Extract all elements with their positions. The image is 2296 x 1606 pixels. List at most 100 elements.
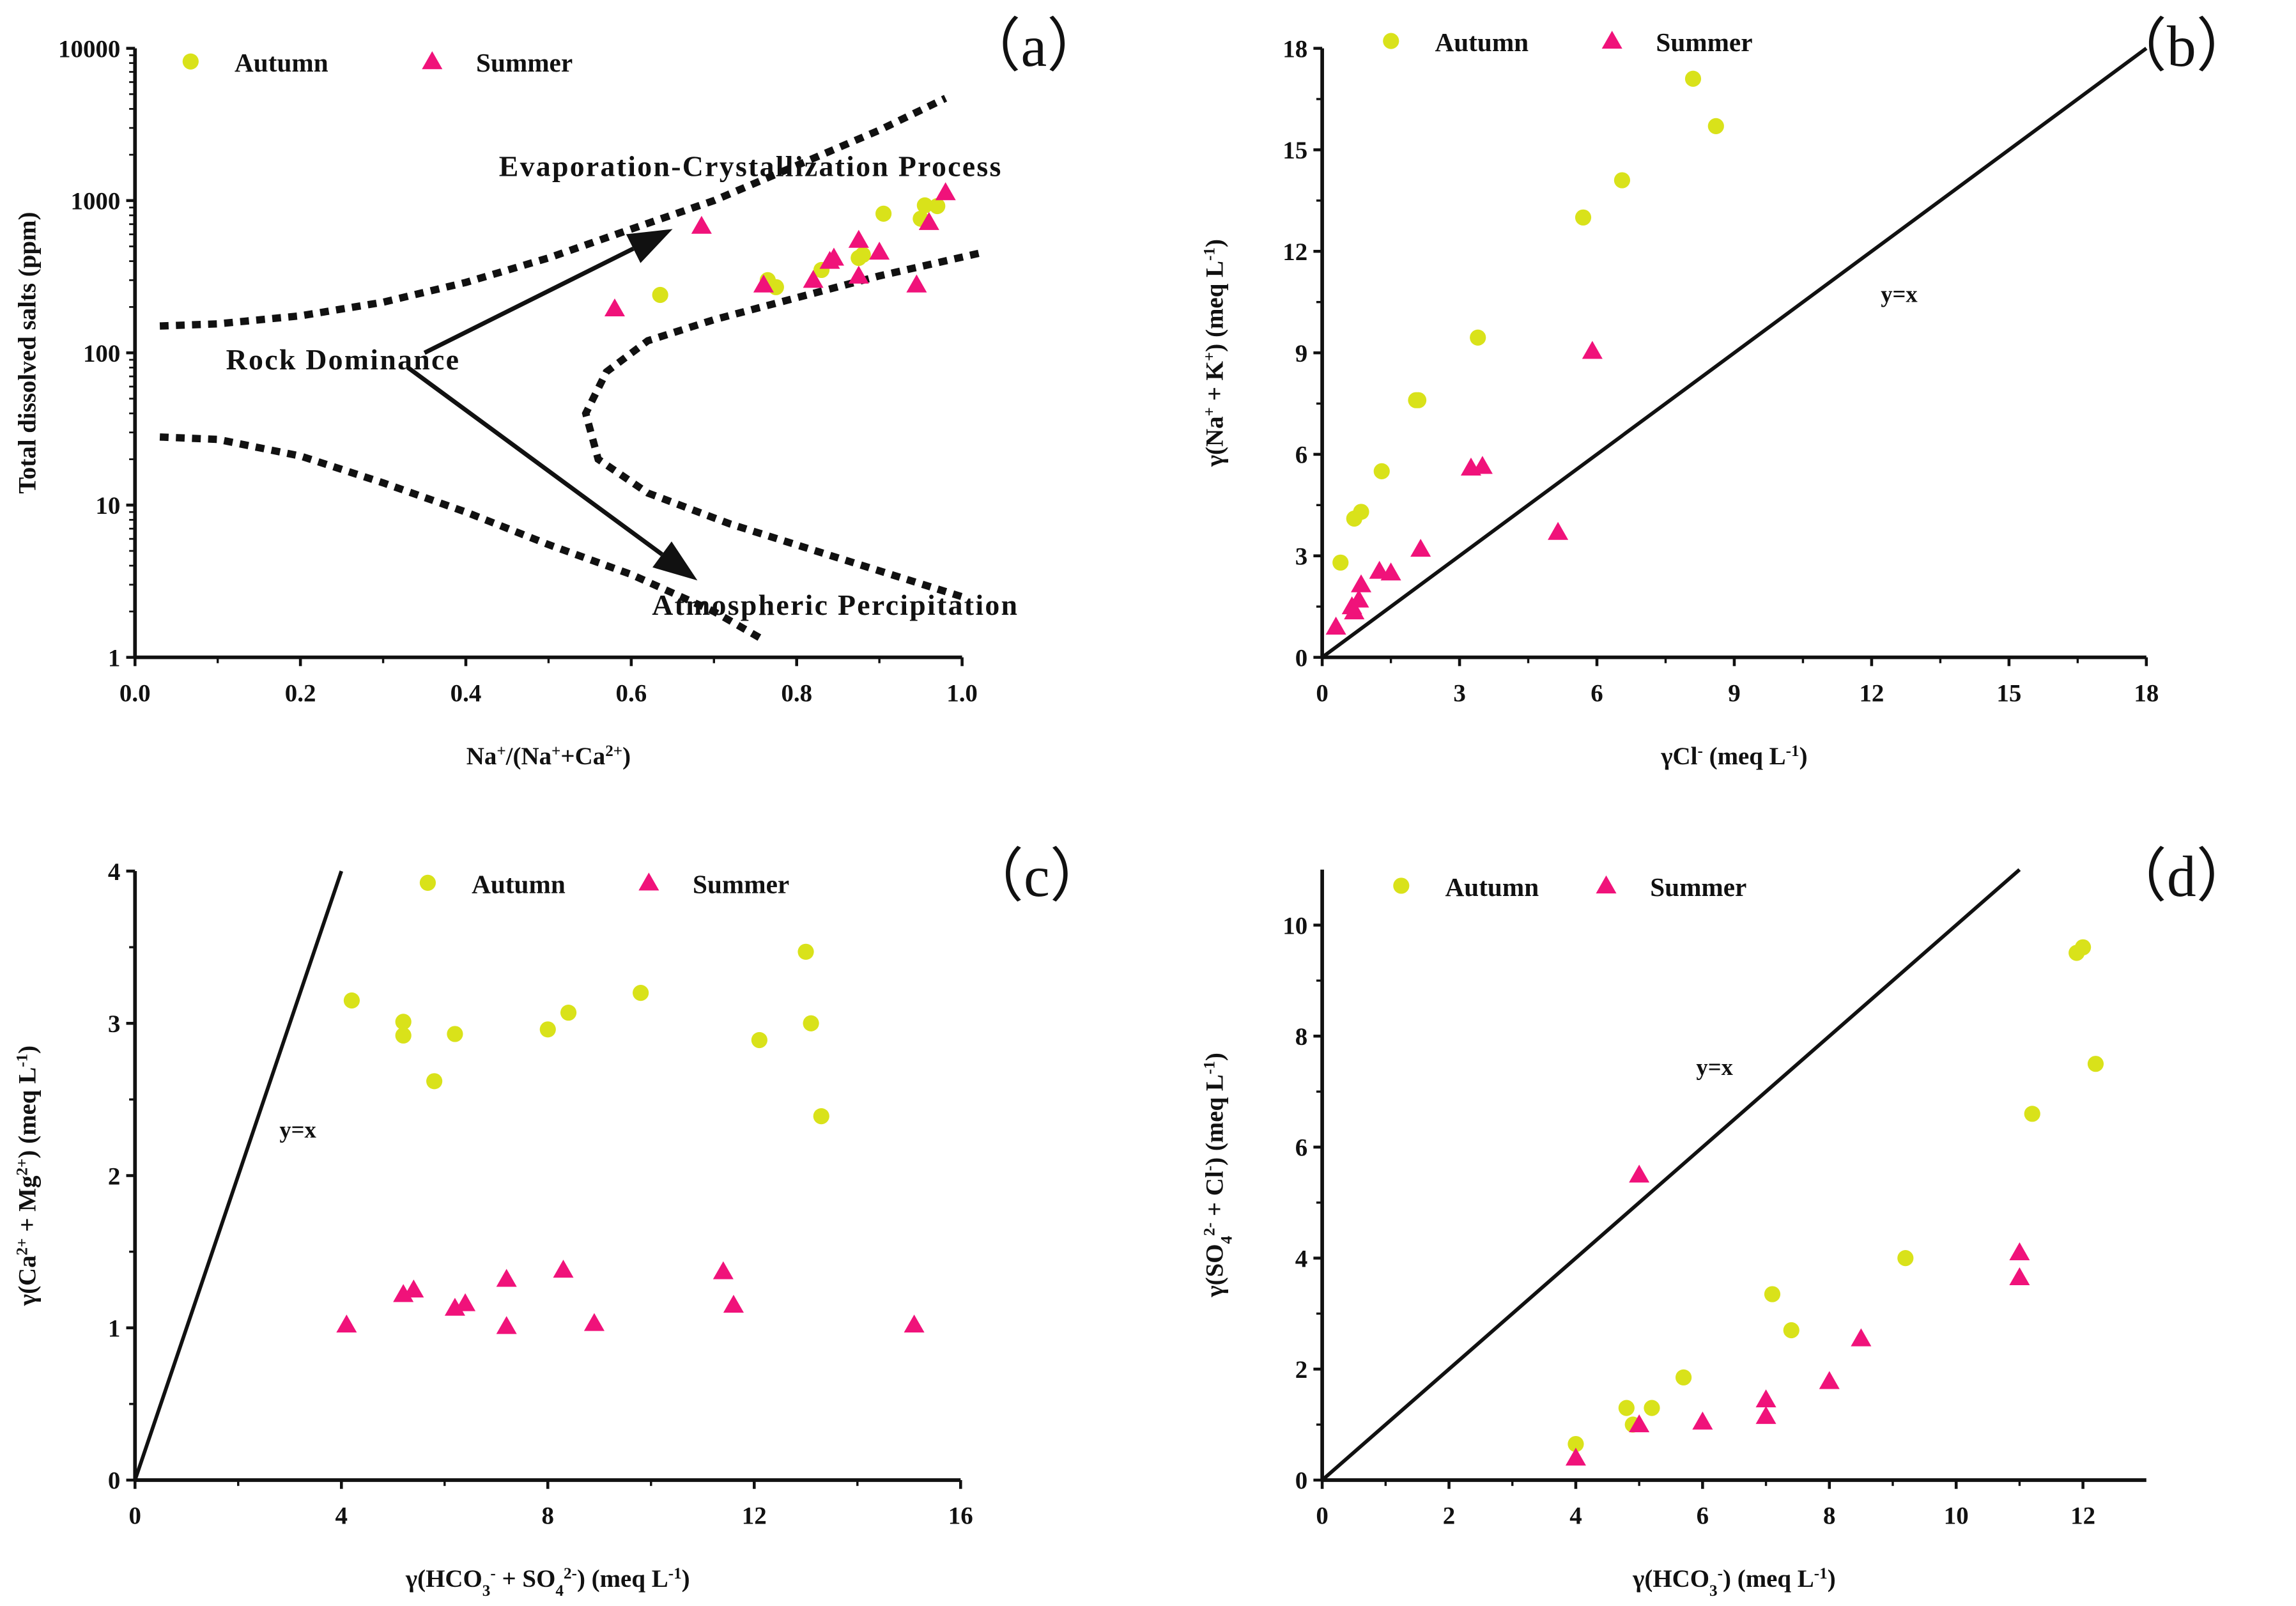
x-tick-label: 0.6 (616, 679, 647, 707)
series-summer (1325, 341, 1603, 635)
data-point-summer (2009, 1267, 2030, 1286)
data-point-autumn (1614, 172, 1631, 189)
x-tick-label: 12 (1859, 679, 1884, 707)
data-point-autumn (2024, 1106, 2040, 1122)
data-point-autumn (751, 1031, 767, 1049)
arrow-head-icon (652, 541, 698, 581)
data-point-summer (753, 274, 774, 293)
x-tick-label: 6 (1697, 1502, 1709, 1530)
series-summer (336, 1260, 925, 1334)
data-point-autumn (1470, 329, 1486, 346)
x-tick-label: 4 (1569, 1502, 1582, 1530)
data-point-summer (848, 265, 869, 284)
data-point-summer (1582, 341, 1603, 359)
data-point-summer (823, 247, 844, 266)
data-point-summer (583, 1313, 605, 1331)
y-tick-label: 10 (95, 492, 120, 520)
data-point-summer (1410, 539, 1431, 557)
x-tick-label: 8 (542, 1502, 554, 1530)
y-tick-label: 12 (1283, 238, 1307, 266)
y-tick-label: 10 (1283, 912, 1307, 939)
legend-label: Summer (1650, 872, 1746, 902)
reference-line-y-equals-x (133, 870, 343, 1481)
data-point-summer (1548, 521, 1569, 540)
data-point-summer (1472, 456, 1493, 474)
x-tick-label: 0.0 (119, 679, 151, 707)
data-point-autumn (1675, 1369, 1692, 1386)
x-axis-label: Na+/(Na++Ca2+) (466, 742, 631, 769)
y-tick-label: 4 (1295, 1245, 1307, 1272)
y-tick-label: 3 (108, 1010, 120, 1038)
x-tick-label: 16 (948, 1502, 973, 1530)
legend-marker-summer (1601, 31, 1622, 49)
data-point-summer (691, 215, 712, 234)
data-point-autumn (560, 1004, 577, 1021)
data-point-autumn (343, 992, 360, 1009)
data-point-summer (713, 1261, 734, 1279)
data-point-autumn (539, 1021, 556, 1038)
data-point-autumn (633, 985, 649, 1001)
y-tick-label: 1 (108, 644, 120, 672)
data-point-autumn (1897, 1250, 1914, 1267)
y-tick-label: 0 (108, 1467, 120, 1495)
panel-d-so4-cl-vs-hco3: 0 2 4 6 8 10 12 0 2 4 6 8 10 γ(HCO3-) (meq L-1) γ(SO42… (1201, 844, 2255, 1600)
y-axis-label: γ(SO42- + Cl-) (meq L-1) (1201, 1053, 1235, 1297)
data-point-summer (444, 1297, 465, 1316)
data-point-autumn (1568, 1435, 1584, 1453)
arrow-head-icon (626, 229, 673, 263)
data-point-summer (723, 1294, 744, 1313)
legend-marker-summer (422, 51, 443, 70)
legend-label: Summer (1656, 27, 1752, 57)
y-tick-label: 10000 (58, 35, 120, 63)
legend-marker-autumn (182, 53, 199, 70)
data-point-autumn (2087, 1056, 2104, 1072)
data-point-summer (1629, 1164, 1650, 1183)
series-summer (1565, 1164, 2030, 1466)
series-autumn (1332, 70, 1724, 571)
data-point-autumn (1373, 463, 1390, 479)
legend: Autumn Summer (1383, 27, 1753, 57)
data-point-autumn (1707, 118, 1724, 134)
data-point-summer (1565, 1448, 1586, 1466)
data-point-autumn (1783, 1322, 1799, 1339)
y-tick-label: 0 (1295, 1467, 1307, 1495)
reference-line-label: y=x (1696, 1054, 1733, 1080)
legend-marker-summer (1596, 875, 1617, 893)
reference-line-label: y=x (279, 1116, 316, 1143)
data-point-autumn (1353, 504, 1369, 520)
x-tick-label: 0 (1316, 679, 1328, 707)
data-point-summer (604, 298, 625, 317)
y-tick-label: 8 (1295, 1023, 1307, 1051)
legend-marker-autumn (1383, 33, 1399, 49)
gibbs-boundary-curve (159, 433, 766, 644)
data-point-summer (1380, 562, 1401, 581)
y-tick-label: 2 (1295, 1356, 1307, 1384)
panel-letter: （d） (2108, 844, 2254, 909)
x-tick-label: 2 (1443, 1502, 1455, 1530)
data-point-autumn (916, 197, 933, 213)
y-tick-label: 1 (108, 1315, 120, 1342)
x-tick-label: 12 (742, 1502, 767, 1530)
y-tick-label: 4 (108, 858, 120, 886)
data-point-autumn (652, 286, 668, 304)
legend-label: Autumn (1435, 27, 1529, 57)
x-tick-label: 0.4 (451, 679, 482, 707)
data-point-summer (848, 229, 869, 248)
data-point-summer (1348, 589, 1369, 608)
data-point-summer (393, 1284, 414, 1302)
legend-marker-autumn (419, 874, 436, 891)
annotation-label: Rock Dominance (226, 343, 461, 376)
y-tick-label: 1000 (70, 188, 120, 215)
gibbs-boundary-curve (159, 95, 948, 330)
x-tick-label: 0 (1316, 1502, 1328, 1530)
data-point-summer (1325, 616, 1346, 635)
data-point-summer (904, 1314, 925, 1333)
y-tick-label: 6 (1295, 1134, 1307, 1162)
data-point-autumn (854, 247, 871, 263)
data-point-summer (1851, 1328, 1872, 1347)
y-tick-label: 0 (1295, 644, 1307, 672)
panel-letter: （b） (2108, 13, 2254, 79)
series-summer (604, 182, 956, 317)
annotation-label: Evaporation-Crystallization Process (499, 150, 1003, 182)
